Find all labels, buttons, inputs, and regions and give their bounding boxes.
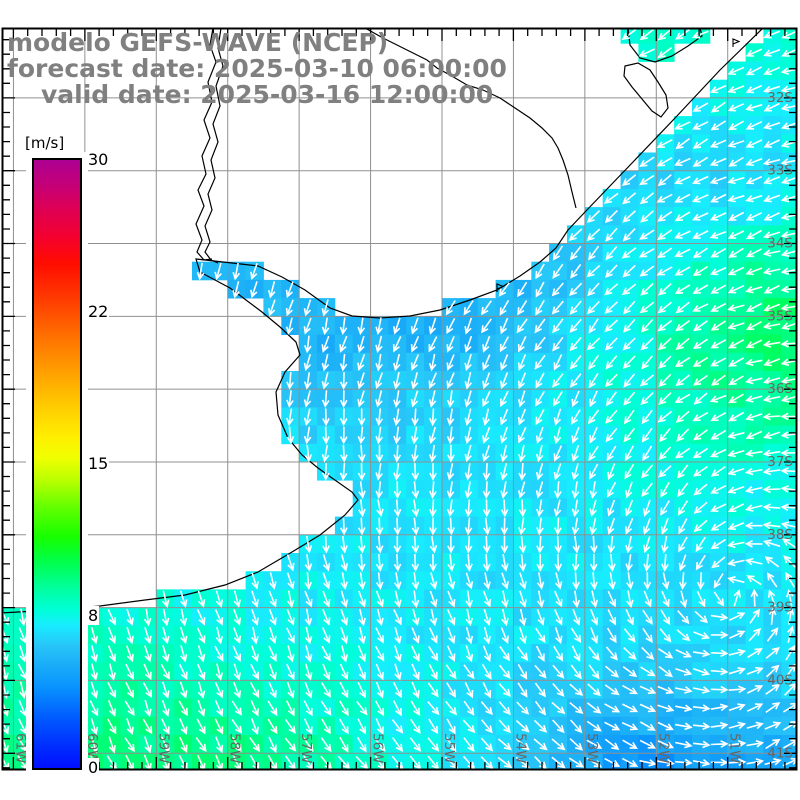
mirim-lagoon-shore	[623, 62, 669, 118]
longitude-label: 51W	[727, 733, 743, 764]
uruguay-river-east-bank	[204, 28, 224, 264]
station-flag-marker	[496, 283, 505, 292]
longitude-label: 59W	[155, 733, 171, 764]
colorbar-tick-label: 30	[87, 150, 110, 169]
colorbar-tick-label: 0	[87, 758, 100, 777]
forecast-date-line: forecast date: 2025-03-10 06:00:00	[7, 54, 507, 83]
longitude-label: 57W	[298, 733, 314, 764]
axis-ticks	[3, 29, 796, 769]
longitude-label: 58W	[227, 733, 243, 764]
latitude-label: 33S	[767, 163, 793, 179]
colorbar-tick-label: 8	[87, 606, 100, 625]
station-flag-marker	[732, 38, 741, 47]
latitude-label: 32S	[767, 90, 793, 106]
map-border	[1, 27, 798, 771]
latitude-label: 40S	[767, 672, 793, 688]
latitude-label: 39S	[767, 600, 793, 616]
latitude-label: 37S	[767, 454, 793, 470]
colorbar-gradient	[32, 158, 82, 770]
inland-river	[364, 28, 577, 209]
uruguay-river-west-bank	[195, 28, 217, 261]
latitude-label: 35S	[767, 308, 793, 324]
longitude-label: 54W	[512, 733, 528, 764]
model-title: modelo GEFS-WAVE (NCEP)	[7, 28, 389, 57]
latitude-labels: 32S 33S 34S 35S 36S 37S 38S 39S 40S 41S	[767, 90, 793, 761]
longitude-label: 56W	[370, 733, 386, 764]
longitude-label: 55W	[441, 733, 457, 764]
colorbar-tick-label: 15	[87, 454, 110, 473]
colorbar-tick-label: 22	[87, 302, 110, 321]
map-layers	[2, 28, 797, 770]
latitude-label: 41S	[767, 745, 793, 761]
grid-layer	[2, 28, 797, 770]
latitude-label: 38S	[767, 527, 793, 543]
latitude-label: 36S	[767, 381, 793, 397]
colorbar-unit-label: [m/s]	[23, 134, 67, 152]
longitude-label: 53W	[584, 733, 600, 764]
coastline-path	[2, 28, 764, 614]
vector-arrows-layer	[2, 28, 797, 770]
longitude-label: 61W	[12, 733, 28, 764]
latitude-label: 34S	[767, 236, 793, 252]
valid-date-line: valid date: 2025-03-16 12:00:00	[41, 80, 494, 109]
coastline-layer	[2, 28, 764, 614]
longitude-label: 52W	[655, 733, 671, 764]
